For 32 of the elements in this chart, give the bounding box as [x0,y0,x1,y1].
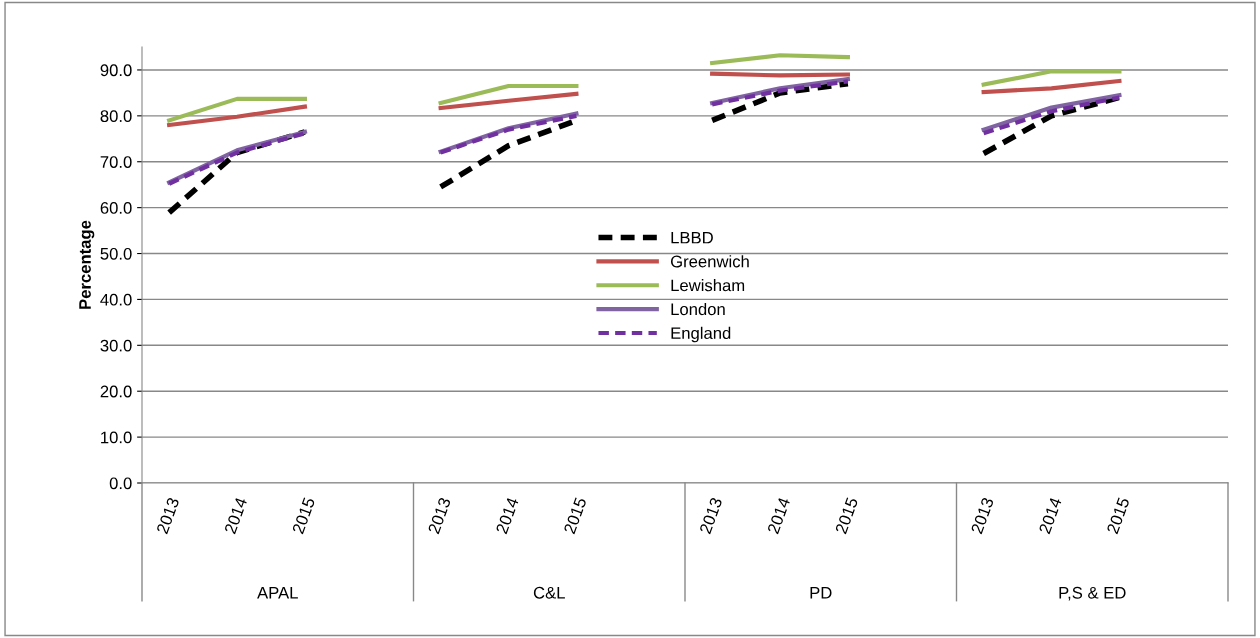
y-tick-label: 50.0 [100,247,132,260]
x-tick-label: 2013 [427,496,451,535]
y-tick-label: 70.0 [100,156,132,168]
y-tick-label: 40.0 [100,293,132,306]
y-tick-label: 10.0 [101,431,132,444]
text: PD [810,587,832,599]
x-tick-label: 2015 [834,496,859,535]
y-tick-label: 30.0 [100,339,132,352]
y-tick-label: 0.0 [109,477,132,490]
y-tick-label: 80.0 [100,110,132,123]
legend-label: England [671,326,731,343]
x-tick-label: 2013 [156,496,180,535]
x-tick-label: 2013 [970,496,994,535]
x-tick-label: 2013 [699,496,723,535]
legend-label: London [671,302,725,316]
x-tick-label: 2014 [1038,496,1062,535]
y-tick-label: 90.0 [100,64,132,77]
text: P,S & ED [1059,586,1126,601]
y-tick-label: 20.0 [100,385,132,398]
x-tick-label: 2015 [563,496,587,535]
legend-label: Greenwich [670,255,749,268]
x-tick-label: 2015 [1106,496,1130,535]
legend-label: Lewisham [671,279,745,292]
legend-label: LBBD [671,231,713,244]
x-tick-label: 2014 [495,496,519,535]
text: APAL [257,587,298,599]
y-tick-label: 60.0 [100,202,132,214]
x-tick-label: 2015 [291,496,316,535]
y-axis-title: Percentage [79,220,95,309]
x-tick-label: 2014 [767,496,791,535]
text: C&L [533,586,565,599]
x-tick-label: 2014 [224,496,248,535]
